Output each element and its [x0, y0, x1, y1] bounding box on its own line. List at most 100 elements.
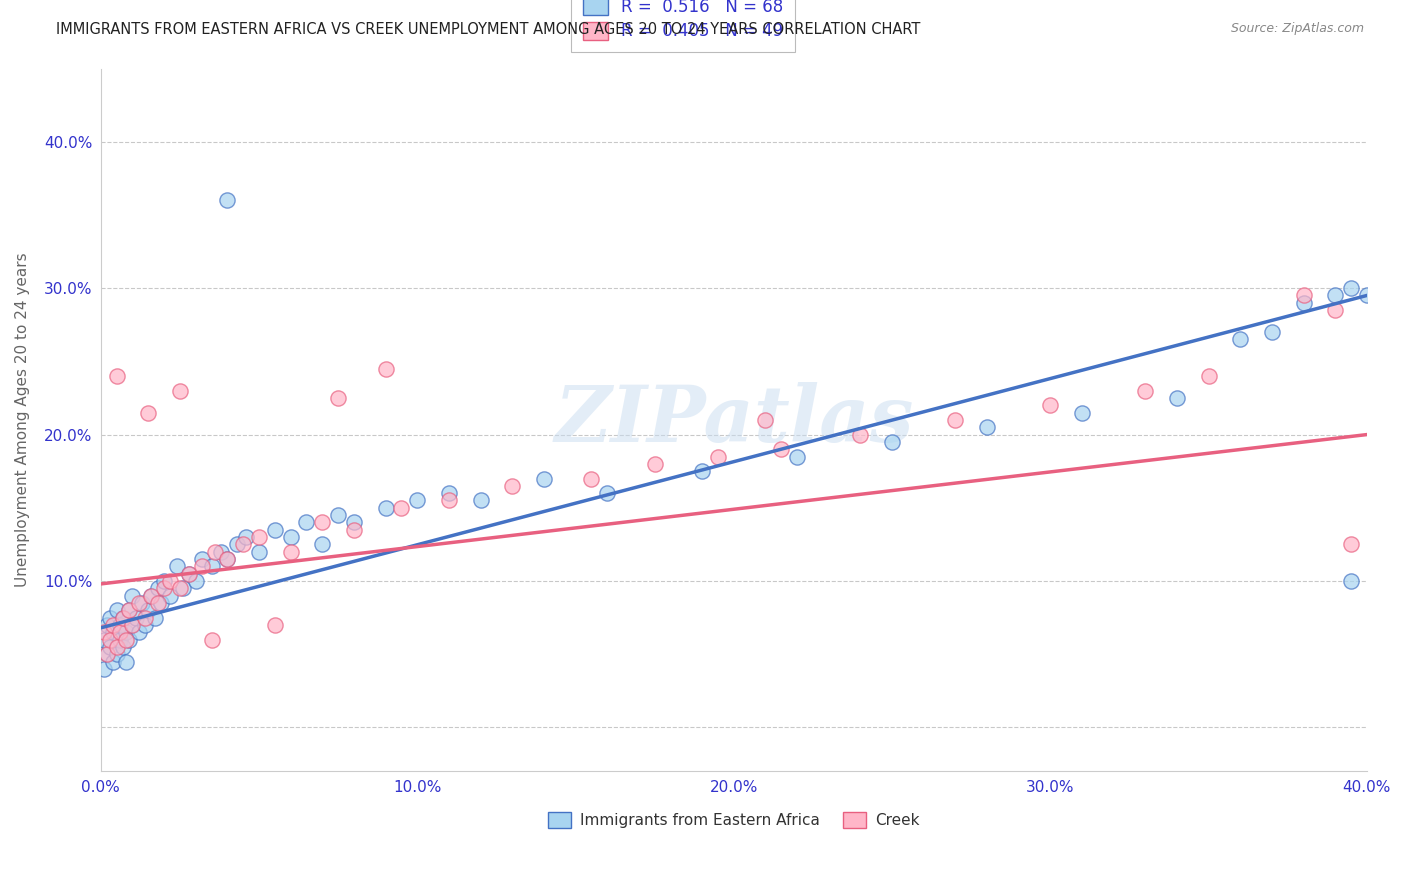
Point [209, 545, 232, 559]
Point [121, 618, 143, 632]
Point [280, 545, 302, 559]
Point [754, 413, 776, 427]
Text: IMMIGRANTS FROM EASTERN AFRICA VS CREEK UNEMPLOYMENT AMONG AGES 20 TO 24 YEARS C: IMMIGRANTS FROM EASTERN AFRICA VS CREEK … [56, 22, 921, 37]
Point [128, 596, 150, 610]
Point [103, 655, 125, 669]
Point [111, 610, 134, 624]
Point [1135, 384, 1157, 398]
Point [770, 442, 793, 457]
Point [786, 450, 808, 464]
Point [128, 625, 150, 640]
Point [166, 559, 188, 574]
Point [124, 610, 146, 624]
Legend: Immigrants from Eastern Africa, Creek: Immigrants from Eastern Africa, Creek [541, 805, 925, 834]
Point [501, 479, 523, 493]
Point [108, 618, 131, 632]
Point [134, 618, 156, 632]
Point [263, 618, 285, 632]
Point [1071, 406, 1094, 420]
Point [136, 603, 159, 617]
Point [96, 647, 118, 661]
Point [470, 493, 492, 508]
Point [437, 493, 460, 508]
Point [247, 530, 270, 544]
Point [1324, 288, 1347, 302]
Point [343, 516, 366, 530]
Point [326, 391, 349, 405]
Point [235, 530, 257, 544]
Point [118, 603, 141, 617]
Point [1324, 303, 1347, 318]
Point [141, 589, 163, 603]
Point [115, 655, 138, 669]
Point [121, 618, 143, 632]
Point [103, 625, 125, 640]
Point [374, 500, 396, 515]
Point [98, 610, 121, 624]
Point [159, 589, 181, 603]
Point [204, 545, 226, 559]
Point [149, 596, 172, 610]
Point [146, 582, 169, 596]
Point [406, 493, 429, 508]
Text: ZIPatlas: ZIPatlas [554, 382, 914, 458]
Point [1166, 391, 1188, 405]
Point [191, 559, 214, 574]
Point [391, 500, 413, 515]
Point [103, 618, 125, 632]
Point [200, 632, 222, 647]
Point [111, 640, 134, 654]
Point [1261, 325, 1284, 339]
Point [533, 471, 555, 485]
Point [280, 530, 302, 544]
Point [690, 464, 713, 478]
Point [136, 406, 159, 420]
Point [1340, 537, 1362, 551]
Point [153, 574, 176, 588]
Point [98, 632, 121, 647]
Point [146, 596, 169, 610]
Point [93, 662, 115, 676]
Point [1340, 574, 1362, 588]
Point [437, 486, 460, 500]
Point [217, 552, 239, 566]
Point [849, 427, 872, 442]
Point [943, 413, 966, 427]
Point [96, 618, 118, 632]
Point [1198, 369, 1220, 384]
Point [644, 457, 666, 471]
Point [159, 574, 181, 588]
Point [111, 610, 134, 624]
Point [200, 559, 222, 574]
Point [93, 632, 115, 647]
Point [596, 486, 619, 500]
Point [98, 640, 121, 654]
Point [169, 582, 191, 596]
Point [96, 647, 118, 661]
Point [976, 420, 998, 434]
Point [1039, 398, 1062, 412]
Point [179, 566, 201, 581]
Point [225, 537, 247, 551]
Point [131, 596, 153, 610]
Point [108, 625, 131, 640]
Point [105, 647, 128, 661]
Point [179, 566, 201, 581]
Point [217, 552, 239, 566]
Point [184, 574, 207, 588]
Point [217, 194, 239, 208]
Point [311, 516, 333, 530]
Point [141, 589, 163, 603]
Point [121, 589, 143, 603]
Point [153, 582, 176, 596]
Point [374, 361, 396, 376]
Point [880, 434, 903, 449]
Point [1355, 288, 1378, 302]
Point [118, 632, 141, 647]
Point [295, 516, 318, 530]
Point [115, 625, 138, 640]
Text: Source: ZipAtlas.com: Source: ZipAtlas.com [1230, 22, 1364, 36]
Point [1340, 281, 1362, 295]
Point [105, 369, 128, 384]
Point [191, 552, 214, 566]
